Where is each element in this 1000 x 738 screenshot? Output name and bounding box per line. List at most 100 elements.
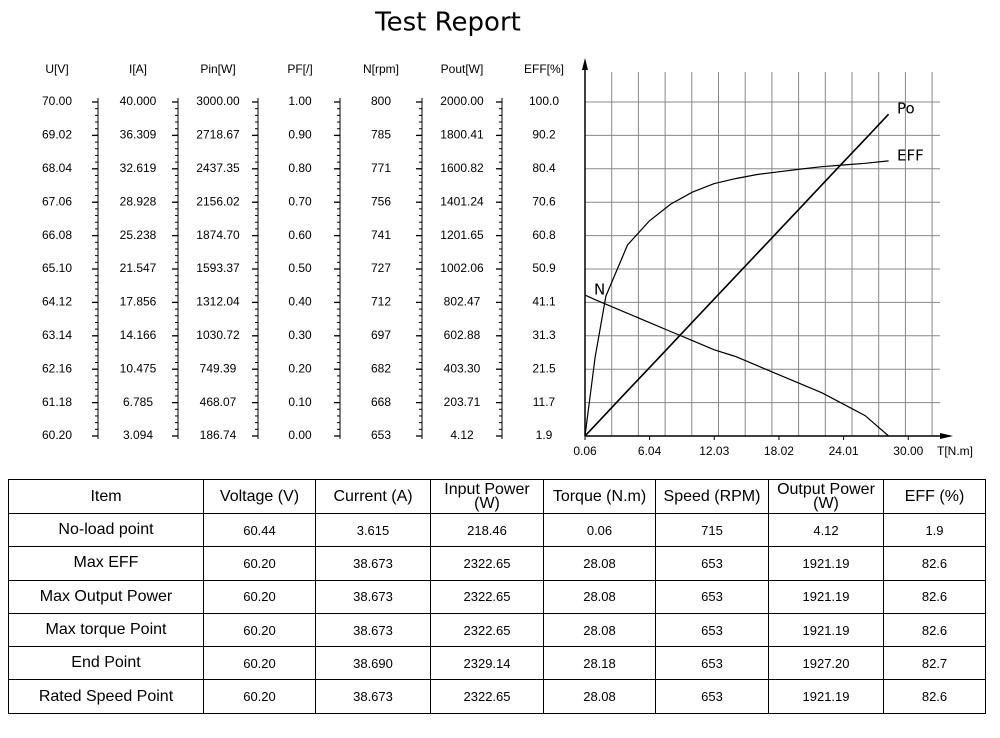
scale-tick-label: 17.856	[120, 295, 157, 309]
scale-tick-label: 0.70	[288, 194, 312, 208]
scale-tick-label: 50.9	[532, 261, 556, 275]
x-tick-label: 18.02	[764, 444, 794, 458]
header-cell: Input Power (W)	[430, 479, 544, 514]
scale-tick-label: 14.166	[120, 328, 157, 342]
cell: 60.20	[203, 612, 316, 648]
scale-label: Pout[W]	[441, 62, 484, 76]
cell: 653	[655, 579, 769, 614]
scale-tick-label: 0.60	[288, 228, 312, 242]
scale-tick-label: 682	[371, 361, 391, 375]
scale-tick-label: 800	[371, 94, 391, 108]
scale-tick-label: 61.18	[42, 395, 72, 409]
scale-tick-label: 1.00	[288, 94, 312, 108]
scale-tick-label: 0.90	[288, 128, 312, 142]
scale-tick-label: 0.50	[288, 261, 312, 275]
y-axis-arrow	[582, 58, 588, 70]
scale-tick-label: 65.10	[42, 261, 72, 275]
cell: 38.673	[315, 679, 431, 714]
cell: 28.08	[543, 612, 656, 648]
x-tick-label: 24.01	[829, 444, 859, 458]
scale-tick-label: 802.47	[444, 295, 481, 309]
scale-tick-label: 771	[371, 161, 391, 175]
x-axis-label: T[N.m]	[937, 444, 973, 458]
scale-tick-label: 602.88	[444, 328, 481, 342]
scale-tick-label: 4.12	[450, 428, 474, 442]
scale-tick-label: 21.547	[120, 261, 157, 275]
cell: 2322.65	[430, 612, 544, 648]
scale-tick-label: 1201.65	[440, 228, 484, 242]
cell: 0.06	[543, 512, 656, 548]
cell: 4.12	[768, 512, 884, 548]
scale-tick-label: 31.3	[532, 328, 556, 342]
cell: 653	[655, 546, 769, 581]
cell: 82.6	[883, 612, 986, 648]
series-line	[584, 294, 889, 437]
cell: Max torque Point	[8, 612, 204, 648]
cell: 1921.19	[768, 579, 884, 614]
cell: 653	[655, 679, 769, 714]
scale-tick-label: 63.14	[42, 328, 72, 342]
cell: 1927.20	[768, 646, 884, 681]
scale-tick-label: 0.20	[288, 361, 312, 375]
header-cell: Voltage (V)	[203, 479, 316, 514]
cell: End Point	[8, 646, 204, 681]
cell: Max Output Power	[8, 579, 204, 614]
scale-tick-label: 2156.02	[196, 194, 240, 208]
scale-tick-label: 785	[371, 128, 391, 142]
table-row: End Point 60.20 38.690 2329.14 28.18 653 1927.…	[8, 646, 986, 681]
cell: 1921.19	[768, 612, 884, 648]
scale-tick-label: 21.5	[532, 361, 556, 375]
scale-tick-label: 70.00	[42, 94, 72, 108]
scale-tick-label: 697	[371, 328, 391, 342]
scale-tick-label: 66.08	[42, 228, 72, 242]
scale-tick-label: 64.12	[42, 295, 72, 309]
cell: 653	[655, 612, 769, 648]
x-tick-label: 0.06	[573, 444, 597, 458]
header-cell: EFF (%)	[883, 479, 986, 514]
cell: 2322.65	[430, 546, 544, 581]
scale-tick-label: 0.30	[288, 328, 312, 342]
scale-tick-label: 28.928	[120, 194, 157, 208]
cell: 2322.65	[430, 579, 544, 614]
cell: 82.6	[883, 579, 986, 614]
scale-tick-label: 2718.67	[196, 128, 240, 142]
table-row: Max torque Point 60.20 38.673 2322.65 28.08 6…	[8, 612, 986, 648]
series-line	[584, 160, 889, 437]
cell: 2329.14	[430, 646, 544, 681]
scale-tick-label: 741	[371, 228, 391, 242]
cell: 38.673	[315, 612, 431, 648]
scale-tick-label: 40.000	[120, 94, 157, 108]
x-tick-label: 6.04	[638, 444, 662, 458]
scale-tick-label: 68.04	[42, 161, 72, 175]
scale-tick-label: 653	[371, 428, 391, 442]
cell: 715	[655, 512, 769, 548]
scale-tick-label: 1312.04	[196, 295, 240, 309]
x-axis-arrow	[940, 433, 953, 439]
cell: 218.46	[430, 512, 544, 548]
scale-tick-label: 100.0	[529, 94, 559, 108]
cell: 60.20	[203, 646, 316, 681]
table-row: No-load point 60.44 3.615 218.46 0.06 715 4.12…	[8, 512, 986, 548]
chart: Test Report U[V] 70.00 69.02 68.04 67.06 66.0…	[42, 8, 973, 459]
header-cell: Item	[8, 479, 204, 514]
cell: Max EFF	[8, 546, 204, 581]
table-row: Item Voltage (V) Current (A) Input Power (W…	[8, 479, 986, 514]
scale-tick-label: 727	[371, 261, 391, 275]
scale-tick-label: 80.4	[532, 161, 556, 175]
scale-tick-label: 1600.82	[440, 161, 484, 175]
cell: Rated Speed Point	[8, 679, 204, 714]
series-label: Po	[897, 100, 915, 118]
cell: 3.615	[315, 512, 431, 548]
header-cell: Torque (N.m)	[543, 479, 656, 514]
scale-tick-label: 403.30	[444, 361, 481, 375]
cell: 60.20	[203, 546, 316, 581]
scale-tick-label: 1002.06	[440, 261, 484, 275]
scale-tick-label: 0.80	[288, 161, 312, 175]
scale-tick-label: 36.309	[120, 128, 157, 142]
header-cell: Current (A)	[315, 479, 431, 514]
x-tick-label: 12.03	[699, 444, 729, 458]
series-line	[584, 113, 890, 437]
cell: 2322.65	[430, 679, 544, 714]
scale-tick-label: 203.71	[444, 395, 481, 409]
